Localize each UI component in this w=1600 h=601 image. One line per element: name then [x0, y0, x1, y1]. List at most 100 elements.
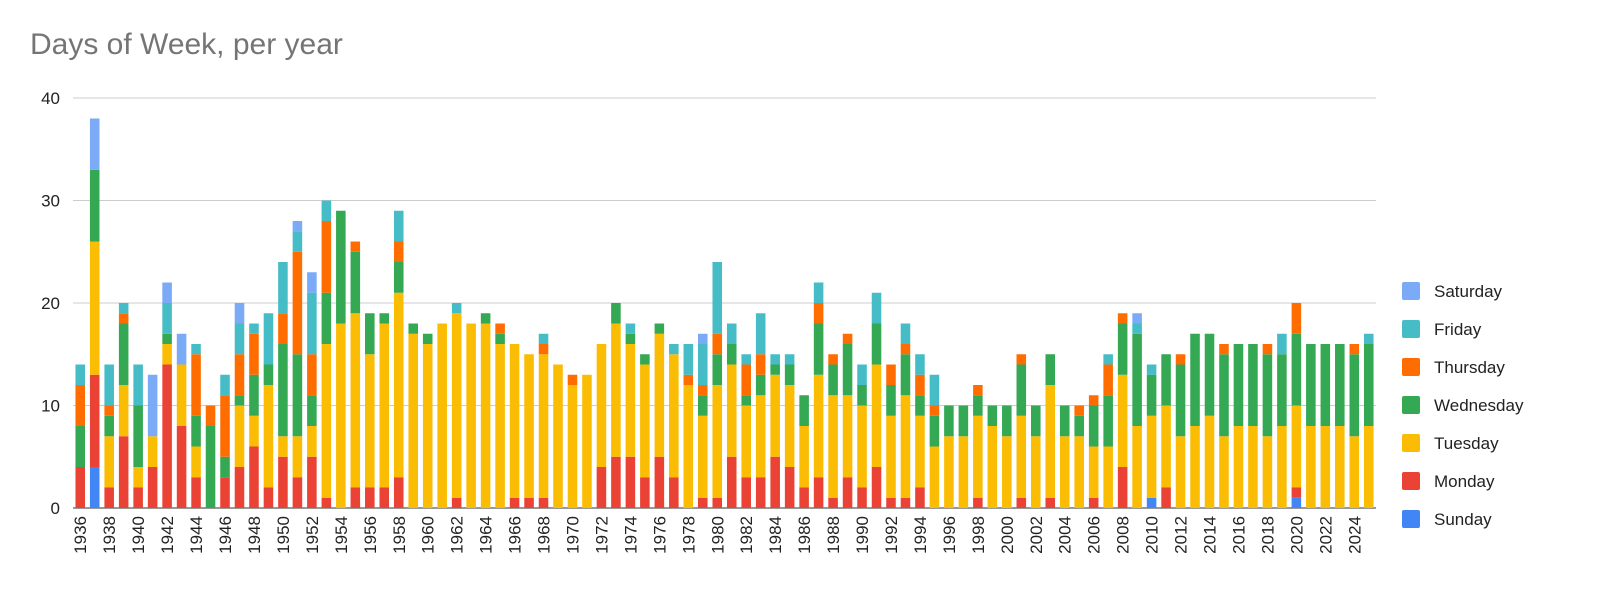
- bar-segment-monday[interactable]: [828, 497, 838, 508]
- bar-segment-tuesday[interactable]: [495, 344, 505, 508]
- bar-segment-tuesday[interactable]: [871, 364, 882, 468]
- bar-segment-tuesday[interactable]: [625, 344, 636, 457]
- bar-segment-tuesday[interactable]: [365, 354, 375, 488]
- bar-segment-tuesday[interactable]: [437, 323, 447, 509]
- bar-segment-friday[interactable]: [755, 313, 766, 355]
- bar-segment-tuesday[interactable]: [1045, 385, 1056, 498]
- bar-segment-tuesday[interactable]: [1204, 415, 1215, 508]
- bar-segment-tuesday[interactable]: [162, 344, 172, 365]
- bar-segment-wednesday[interactable]: [350, 251, 361, 314]
- bar-segment-friday[interactable]: [278, 262, 288, 314]
- bar-segment-thursday[interactable]: [1088, 395, 1099, 406]
- bar-segment-monday[interactable]: [191, 477, 201, 508]
- bar-segment-tuesday[interactable]: [842, 395, 853, 478]
- bar-segment-thursday[interactable]: [234, 354, 245, 396]
- bar-segment-tuesday[interactable]: [770, 374, 780, 457]
- bar-segment-wednesday[interactable]: [307, 395, 317, 426]
- bar-segment-friday[interactable]: [133, 364, 143, 406]
- bar-segment-wednesday[interactable]: [1117, 323, 1128, 375]
- bar-segment-saturday[interactable]: [307, 272, 317, 293]
- bar-segment-monday[interactable]: [1016, 497, 1027, 508]
- bar-segment-tuesday[interactable]: [741, 405, 751, 478]
- bar-segment-wednesday[interactable]: [1306, 344, 1316, 426]
- bar-segment-friday[interactable]: [321, 200, 332, 222]
- bar-segment-wednesday[interactable]: [162, 333, 172, 344]
- bar-segment-monday[interactable]: [278, 456, 288, 508]
- bar-segment-tuesday[interactable]: [509, 344, 520, 498]
- bar-segment-wednesday[interactable]: [234, 395, 245, 406]
- bar-segment-monday[interactable]: [857, 487, 867, 509]
- bar-segment-wednesday[interactable]: [987, 405, 998, 427]
- bar-segment-tuesday[interactable]: [755, 395, 766, 478]
- bar-segment-wednesday[interactable]: [133, 405, 143, 468]
- bar-segment-monday[interactable]: [973, 497, 983, 508]
- bar-segment-monday[interactable]: [1088, 497, 1099, 508]
- bar-segment-tuesday[interactable]: [828, 395, 838, 498]
- bar-segment-monday[interactable]: [263, 487, 274, 509]
- bar-segment-thursday[interactable]: [495, 323, 505, 334]
- bar-segment-tuesday[interactable]: [249, 415, 259, 447]
- bar-segment-friday[interactable]: [249, 323, 259, 334]
- bar-segment-tuesday[interactable]: [1320, 426, 1331, 508]
- bar-segment-thursday[interactable]: [1219, 344, 1229, 355]
- bar-segment-tuesday[interactable]: [191, 446, 201, 478]
- bar-segment-tuesday[interactable]: [1030, 436, 1041, 508]
- bar-segment-friday[interactable]: [104, 364, 114, 406]
- bar-segment-wednesday[interactable]: [886, 385, 896, 416]
- bar-segment-wednesday[interactable]: [755, 374, 766, 396]
- bar-segment-wednesday[interactable]: [249, 374, 259, 416]
- bar-segment-friday[interactable]: [263, 313, 274, 365]
- bar-segment-tuesday[interactable]: [1016, 415, 1027, 498]
- bar-segment-friday[interactable]: [162, 303, 172, 334]
- bar-segment-thursday[interactable]: [1074, 405, 1084, 416]
- bar-segment-tuesday[interactable]: [654, 333, 665, 457]
- bar-segment-wednesday[interactable]: [1363, 344, 1374, 426]
- bar-segment-saturday[interactable]: [162, 282, 172, 304]
- bar-segment-thursday[interactable]: [538, 344, 549, 355]
- bar-segment-monday[interactable]: [596, 467, 607, 508]
- bar-segment-thursday[interactable]: [842, 333, 853, 344]
- bar-segment-thursday[interactable]: [741, 364, 751, 396]
- bar-segment-monday[interactable]: [726, 456, 737, 508]
- bar-segment-tuesday[interactable]: [1117, 374, 1128, 467]
- bar-segment-thursday[interactable]: [886, 364, 896, 386]
- bar-segment-friday[interactable]: [915, 354, 925, 375]
- bar-segment-thursday[interactable]: [712, 333, 723, 355]
- bar-segment-saturday[interactable]: [292, 221, 303, 232]
- bar-segment-monday[interactable]: [75, 467, 86, 508]
- bar-segment-monday[interactable]: [162, 364, 172, 509]
- bar-segment-thursday[interactable]: [220, 395, 230, 457]
- bar-segment-thursday[interactable]: [1103, 364, 1113, 396]
- bar-segment-thursday[interactable]: [929, 405, 940, 416]
- bar-segment-thursday[interactable]: [1349, 344, 1360, 355]
- bar-segment-wednesday[interactable]: [336, 210, 346, 324]
- bar-segment-tuesday[interactable]: [118, 385, 129, 437]
- bar-segment-wednesday[interactable]: [75, 426, 86, 467]
- bar-segment-wednesday[interactable]: [278, 344, 288, 437]
- bar-segment-sunday[interactable]: [1146, 497, 1157, 508]
- bar-segment-tuesday[interactable]: [726, 364, 737, 457]
- bar-segment-monday[interactable]: [365, 487, 375, 509]
- bar-segment-tuesday[interactable]: [1349, 436, 1360, 508]
- bar-segment-thursday[interactable]: [1016, 354, 1027, 365]
- bar-segment-wednesday[interactable]: [958, 405, 969, 437]
- bar-segment-wednesday[interactable]: [871, 323, 882, 365]
- bar-segment-monday[interactable]: [871, 467, 882, 508]
- bar-segment-tuesday[interactable]: [307, 426, 317, 457]
- bar-segment-saturday[interactable]: [147, 374, 158, 437]
- bar-segment-wednesday[interactable]: [1002, 405, 1012, 437]
- bar-segment-tuesday[interactable]: [567, 385, 578, 508]
- bar-segment-wednesday[interactable]: [973, 395, 983, 416]
- bar-segment-tuesday[interactable]: [1262, 436, 1273, 508]
- bar-segment-friday[interactable]: [393, 210, 404, 242]
- bar-segment-thursday[interactable]: [278, 313, 288, 344]
- bar-segment-tuesday[interactable]: [582, 374, 592, 508]
- bar-segment-wednesday[interactable]: [1088, 405, 1099, 447]
- bar-segment-tuesday[interactable]: [1219, 436, 1229, 508]
- bar-segment-friday[interactable]: [292, 231, 303, 252]
- bar-segment-wednesday[interactable]: [1074, 415, 1084, 437]
- bar-segment-wednesday[interactable]: [611, 303, 621, 324]
- bar-segment-tuesday[interactable]: [379, 323, 390, 488]
- bar-segment-monday[interactable]: [915, 487, 925, 509]
- bar-segment-friday[interactable]: [669, 344, 679, 355]
